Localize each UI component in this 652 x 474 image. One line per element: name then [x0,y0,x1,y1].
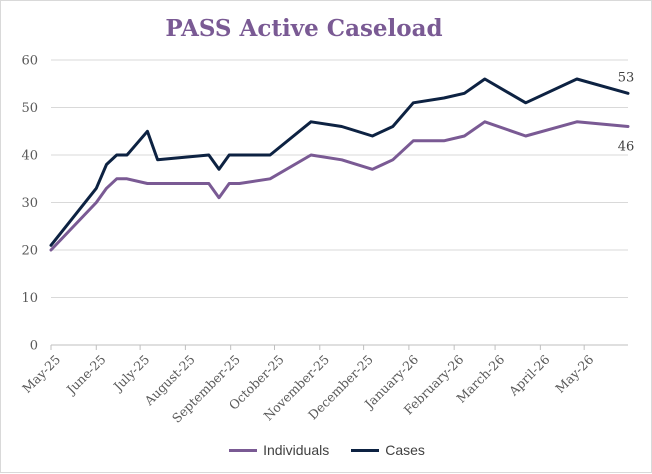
data-labels: 46 53 [618,70,635,154]
x-tick-label: June-25 [62,352,108,398]
y-tick-label: 0 [30,339,38,354]
legend: Individuals Cases [1,442,652,458]
series-line-cases [49,77,630,247]
x-tick-label: April-26 [505,352,553,400]
y-tick-label: 20 [21,244,38,259]
legend-item-individuals[interactable]: Individuals [229,442,329,458]
y-tick-label: 50 [21,101,38,116]
legend-swatch-cases [351,448,380,452]
series-lines [49,77,630,252]
legend-label-cases: Cases [385,442,425,458]
legend-label-individuals: Individuals [263,442,330,458]
data-label-individuals: 46 [618,140,635,155]
x-axis: May-25 June-25 July-25August-25September-2… [19,345,597,426]
legend-swatch-individuals [229,448,258,452]
legend-item-cases[interactable]: Cases [351,442,425,458]
gridlines [51,59,628,346]
data-label-cases: 53 [618,70,635,85]
x-tick-label: July-25 [109,352,152,395]
x-tick-label: May-26 [552,352,596,396]
y-tick-label: 30 [21,196,38,211]
y-tick-label: 40 [21,149,38,164]
y-axis-ticks: 0 10 20 30 40 50 60 [21,54,38,354]
x-tick-label: May-25 [19,352,63,396]
series-line-individuals [49,120,630,252]
y-tick-label: 10 [21,291,38,306]
chart-title: PASS Active Caseload [165,15,443,42]
y-tick-label: 60 [21,54,38,69]
